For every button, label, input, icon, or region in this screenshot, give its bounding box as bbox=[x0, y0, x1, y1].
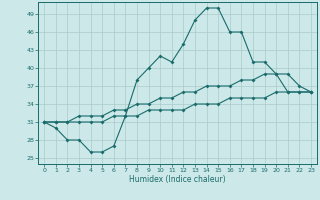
X-axis label: Humidex (Indice chaleur): Humidex (Indice chaleur) bbox=[129, 175, 226, 184]
